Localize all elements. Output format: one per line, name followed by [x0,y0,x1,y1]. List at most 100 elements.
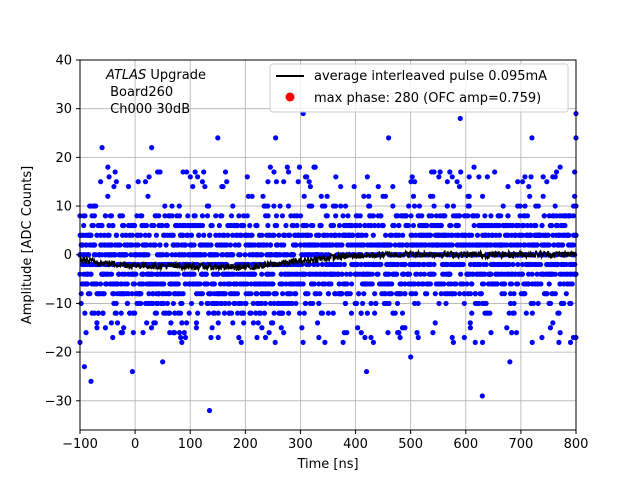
scatter-point [262,334,269,341]
x-tick-label: 400 [343,437,368,452]
scatter-point [259,325,265,331]
scatter-point [270,320,276,326]
scatter-point [222,300,229,307]
scatter-point [562,222,568,229]
scatter-point [538,281,544,287]
scatter-point [161,300,167,307]
scatter-point [333,232,339,238]
scatter-point [344,330,350,336]
scatter-point [335,271,341,277]
scatter-point [411,281,418,287]
scatter-point [195,174,201,180]
scatter-point [169,213,175,219]
scatter-point [534,242,540,248]
scatter-point [372,310,378,316]
scatter-point [262,300,268,307]
scatter-point [449,174,455,180]
scatter-point [333,174,339,180]
scatter-point [215,320,221,326]
scatter-point [541,213,547,219]
scatter-point [511,310,517,316]
scatter-outlier-point [129,368,135,375]
scatter-point [325,291,332,297]
scatter-point [318,193,324,199]
scatter-point [192,213,198,219]
plot-frame [79,59,577,431]
scatter-point [106,232,112,238]
scatter-point [549,222,555,229]
scatter-point [343,281,350,287]
scatter-point [456,183,463,190]
scatter-point [230,252,236,258]
scatter-point [196,232,202,238]
scatter-outlier-point [273,135,279,141]
scatter-point [78,291,84,297]
scatter-point [298,242,304,248]
scatter-point [113,179,119,185]
scatter-point [557,330,563,336]
scatter-point [370,213,377,219]
y-tick-label: −10 [45,297,72,312]
scatter-point [353,300,360,307]
scatter-point [299,325,305,331]
scatter-point [375,271,381,277]
scatter-point [336,222,343,229]
scatter-point [215,334,221,341]
scatter-point [114,281,121,287]
scatter-point [448,222,454,229]
y-tick-label: 20 [55,151,72,166]
scatter-point [150,271,156,277]
scatter-point [188,300,195,307]
scatter-point [371,222,378,229]
scatter-point [390,203,396,209]
scatter-point [176,203,182,209]
scatter-point [390,183,396,190]
scatter-point [121,325,127,331]
scatter-outlier-point [457,115,463,122]
legend-dot-marker [285,92,295,102]
scatter-point [410,193,417,199]
scatter-point [276,232,282,238]
scatter-point [97,281,104,287]
scatter-point [406,203,412,209]
scatter-point [254,334,260,341]
scatter-point [368,334,374,341]
scatter-point [336,281,342,287]
scatter-point [284,164,290,170]
scatter-point [512,232,518,238]
scatter-point [185,213,191,219]
scatter-point [111,183,117,190]
scatter-point [199,213,206,219]
scatter-point [106,174,112,180]
scatter-point [129,291,135,297]
scatter-point [247,222,253,229]
scatter-point [411,203,418,209]
scatter-point [137,232,144,238]
average-line-series [79,248,577,273]
scatter-point [560,242,566,248]
scatter-point [472,339,478,345]
scatter-point [270,281,276,287]
scatter-point [437,169,443,175]
scatter-point [220,252,226,258]
scatter-point [325,310,331,316]
scatter-point [504,242,510,248]
scatter-point [207,232,213,238]
scatter-point [492,169,498,175]
scatter-point [180,169,186,175]
scatter-point [157,169,163,175]
scatter-point [567,213,573,219]
scatter-point [402,325,408,331]
scatter-point [279,281,285,287]
scatter-point [169,203,175,209]
scatter-point [271,203,277,209]
scatter-point [535,203,541,209]
scatter-point [488,271,494,277]
scatter-point [347,271,353,277]
scatter-point [202,183,208,190]
scatter-point [234,222,241,229]
scatter-point [142,232,148,238]
scatter-point [170,232,176,238]
scatter-point [265,222,271,229]
scatter-point [450,203,457,209]
